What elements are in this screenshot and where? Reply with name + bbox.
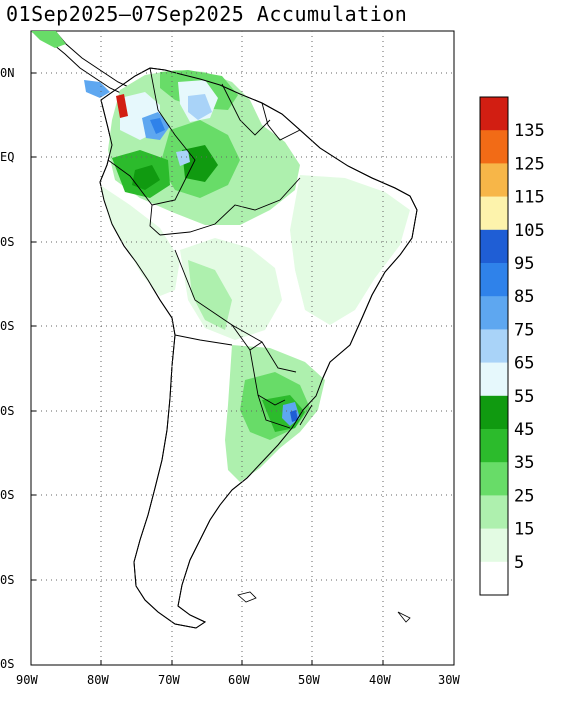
colorbar-frame: [479, 96, 509, 596]
colorbar-swatch: [480, 429, 508, 463]
colorbar-swatch: [480, 130, 508, 164]
colorbar-swatch: [480, 196, 508, 231]
colorbar-label: 105: [514, 221, 545, 241]
colorbar-label: 75: [514, 320, 534, 340]
colorbar-legend: 135 125 115 105 95 85 75 65 55 45 35 25 15 5: [479, 96, 545, 596]
lat-label: 0S: [0, 657, 14, 671]
country-borders: [107, 67, 313, 429]
lon-label: 60W: [228, 673, 250, 687]
colorbar-swatch: [480, 528, 508, 563]
lat-label: 0S: [0, 404, 14, 418]
lat-label: 0S: [0, 319, 14, 333]
lon-label: 40W: [369, 673, 391, 687]
colorbar-swatch: [480, 263, 508, 297]
colorbar-label: 85: [514, 287, 534, 307]
colorbar-swatch: [480, 561, 508, 596]
lon-label: 70W: [158, 673, 180, 687]
colorbar-label: 45: [514, 420, 534, 440]
rainfall-shading: [31, 31, 410, 482]
lat-label: 0S: [0, 488, 14, 502]
colorbar-label: 125: [514, 154, 545, 174]
colorbar-swatch: [480, 163, 508, 197]
colorbar-swatch: [480, 395, 508, 430]
colorbar-label: 15: [514, 520, 534, 540]
colorbar-swatch: [480, 329, 508, 363]
lon-label: 30W: [438, 673, 460, 687]
colorbar-label: 65: [514, 354, 534, 374]
lon-label: 80W: [87, 673, 109, 687]
colorbar-label: 135: [514, 121, 545, 141]
gridlines: [31, 31, 454, 665]
lat-label: 0S: [0, 235, 14, 249]
lat-label: 0S: [0, 573, 14, 587]
colorbar-label: 5: [514, 553, 524, 573]
south-georgia: [397, 611, 411, 623]
colorbar-swatch: [480, 97, 508, 131]
colorbar-label: 115: [514, 188, 545, 208]
lon-label: 90W: [16, 673, 38, 687]
axis-ticks: [31, 72, 384, 665]
colorbar-swatch: [480, 362, 508, 397]
colorbar-swatch: [480, 229, 508, 264]
map-title: 01Sep2025–07Sep2025 Accumulation: [6, 2, 408, 26]
falkland-islands: [237, 591, 257, 603]
colorbar-swatch: [480, 462, 508, 496]
lat-label: 0N: [0, 66, 14, 80]
colorbar-label: 25: [514, 486, 534, 506]
colorbar-label: 55: [514, 387, 534, 407]
colorbar-label: 95: [514, 254, 534, 274]
longitude-labels: 90W 80W 70W 60W 50W 40W 30W: [16, 673, 460, 687]
lon-label: 50W: [298, 673, 320, 687]
colorbar-label: 35: [514, 453, 534, 473]
colorbar-swatch: [480, 296, 508, 330]
lat-label: EQ: [0, 150, 14, 164]
latitude-labels: 0N EQ 0S 0S 0S 0S 0S 0S: [0, 66, 14, 671]
colorbar-swatch: [480, 495, 508, 529]
